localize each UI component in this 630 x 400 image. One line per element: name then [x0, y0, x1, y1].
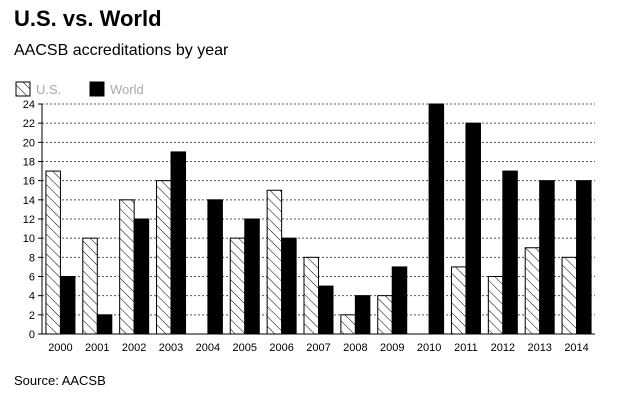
bar-us-2012 [487, 276, 504, 335]
y-tick-label-22: 22 [23, 118, 35, 130]
bar-world-2011 [465, 122, 481, 335]
bar-us-2002 [119, 199, 135, 335]
x-tick-label-2001: 2001 [85, 342, 109, 354]
y-tick-label-20: 20 [23, 137, 35, 149]
bar-world-2000 [59, 276, 76, 335]
bar-world-2010 [428, 103, 445, 335]
legend-swatch-0 [15, 81, 31, 97]
chart-subtitle: AACSB accreditations by year [14, 42, 229, 59]
legend-label-1: World [110, 82, 144, 97]
bar-world-2013 [539, 180, 555, 335]
legend-label-0: U.S. [36, 82, 61, 97]
x-tick-label-2006: 2006 [269, 342, 293, 354]
y-tick-label-14: 14 [23, 195, 35, 207]
x-tick-label-2011: 2011 [454, 342, 478, 354]
x-tick-label-2014: 2014 [564, 342, 588, 354]
bar-us-2006 [266, 189, 283, 335]
bar-us-2003 [156, 180, 172, 335]
x-tick-label-2007: 2007 [306, 342, 330, 354]
x-tick-label-2000: 2000 [48, 342, 72, 354]
bar-us-2005 [229, 237, 246, 335]
y-tick-label-12: 12 [23, 214, 35, 226]
bar-us-2008 [340, 314, 356, 335]
chart-title: U.S. vs. World [14, 6, 162, 31]
bar-us-2000 [45, 170, 61, 335]
x-tick-label-2003: 2003 [159, 342, 183, 354]
bar-world-2006 [281, 237, 297, 335]
y-tick-label-16: 16 [23, 176, 35, 188]
bar-us-2001 [82, 237, 98, 335]
x-tick-label-2009: 2009 [380, 342, 404, 354]
bar-world-2002 [133, 218, 150, 335]
bar-world-2005 [244, 218, 260, 335]
x-tick-label-2004: 2004 [196, 342, 220, 354]
bar-world-2007 [318, 285, 334, 335]
bar-world-2008 [354, 295, 371, 335]
x-tick-label-2010: 2010 [417, 342, 441, 354]
bar-world-2003 [170, 151, 187, 335]
x-tick-label-2008: 2008 [343, 342, 367, 354]
bar-world-2012 [502, 170, 518, 335]
y-tick-label-8: 8 [29, 252, 35, 264]
bar-us-2009 [377, 295, 393, 335]
x-tick-label-2005: 2005 [233, 342, 257, 354]
y-tick-label-18: 18 [23, 157, 35, 169]
x-tick-label-2013: 2013 [527, 342, 551, 354]
y-tick-label-6: 6 [29, 272, 35, 284]
x-tick-label-2012: 2012 [491, 342, 515, 354]
y-tick-label-24: 24 [23, 99, 35, 111]
bar-us-2007 [303, 256, 319, 335]
bar-us-2013 [524, 247, 541, 335]
y-tick-label-4: 4 [29, 291, 35, 303]
legend: U.S. World [15, 81, 144, 97]
chart-source: Source: AACSB [14, 373, 106, 388]
bar-world-2004 [207, 199, 223, 335]
bar-world-2009 [391, 266, 408, 335]
legend-swatch-1 [89, 81, 105, 97]
bar-us-2014 [561, 256, 578, 335]
bar-world-2014 [576, 180, 592, 335]
bar-us-2011 [450, 266, 467, 335]
y-tick-label-0: 0 [29, 329, 35, 341]
y-tick-label-10: 10 [23, 233, 35, 245]
bar-world-2001 [96, 314, 113, 335]
y-tick-label-2: 2 [29, 310, 35, 322]
x-tick-label-2002: 2002 [122, 342, 146, 354]
bars [45, 103, 592, 335]
